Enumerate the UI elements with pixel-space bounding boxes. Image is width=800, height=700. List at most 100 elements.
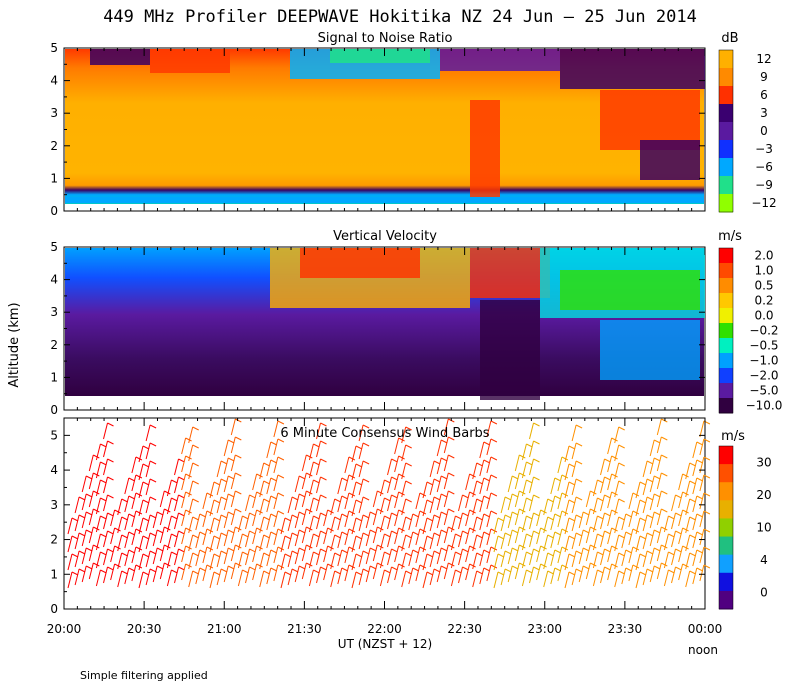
wind-barb-flag <box>185 545 192 550</box>
colorbar-swatch <box>719 86 733 105</box>
wind-barb <box>273 474 279 492</box>
wind-barb <box>216 550 222 568</box>
wind-barb <box>649 493 655 511</box>
wind-barb-flag <box>675 494 682 499</box>
wind-barb-flag <box>554 549 562 554</box>
wind-barb <box>642 550 648 568</box>
wind-barb <box>699 546 705 564</box>
wind-barb <box>564 499 570 517</box>
wind-barb-flag <box>121 552 128 557</box>
y-tick-label: 4 <box>50 74 58 88</box>
wind-barb <box>131 474 137 492</box>
wind-barb-flag <box>178 512 185 517</box>
wind-barb-flag <box>348 474 356 479</box>
wind-barb <box>600 530 605 548</box>
wind-barb-flag <box>561 564 569 569</box>
wind-barb-flag <box>348 528 356 533</box>
wind-barb <box>571 478 577 496</box>
wind-barb <box>529 458 534 476</box>
wind-barb-flag <box>462 512 469 517</box>
colorbar-label: 0 <box>760 586 768 600</box>
vv-region <box>560 270 700 310</box>
wind-barb <box>308 479 314 497</box>
wind-barb <box>436 457 442 475</box>
wind-barb <box>529 494 534 512</box>
wind-barb-flag <box>405 462 412 467</box>
wind-barb-flag <box>653 529 661 534</box>
wind-barb-flag <box>597 569 604 574</box>
snr-colorbar: 12 9 6 3 0 −3 −6 −9 −12 <box>718 49 777 213</box>
wind-barb <box>600 494 605 512</box>
wind-barb-flag <box>313 551 320 556</box>
wind-barb <box>671 494 676 512</box>
wind-barb-flag <box>689 570 696 575</box>
wind-barb <box>259 534 265 552</box>
colorbar-swatch <box>719 68 733 87</box>
wind-barb <box>699 420 705 438</box>
wind-barb-flag <box>668 569 675 574</box>
wind-barb-flag <box>320 566 327 571</box>
wind-barb-flag <box>149 532 157 537</box>
wind-barb <box>500 496 506 514</box>
wind-barb <box>401 426 407 444</box>
wind-barb-flag <box>270 441 278 446</box>
wind-barb-flag <box>639 553 647 558</box>
wind-barb-flag <box>313 461 320 466</box>
wind-barb <box>536 509 542 527</box>
wind-barb <box>685 462 691 480</box>
wind-barb-flag <box>611 491 618 496</box>
wind-barb <box>223 547 229 565</box>
wind-barb <box>287 514 293 532</box>
wind-barb <box>387 458 392 476</box>
wind-barb-flag <box>149 514 157 519</box>
wind-barb-flag <box>568 571 576 576</box>
wind-barb-flag <box>703 456 711 461</box>
wind-barb <box>358 442 364 460</box>
wind-barb-flag <box>220 532 228 537</box>
wind-barb-flag <box>682 491 689 496</box>
wind-barb-flag <box>504 514 512 519</box>
wind-barb <box>592 479 598 497</box>
wind-barb-flag <box>476 534 483 539</box>
wind-barb-flag <box>220 568 228 573</box>
wind-barb <box>472 462 478 480</box>
wind-barb-flag <box>291 568 299 573</box>
wind-barb-flag <box>625 513 633 518</box>
wind-barb <box>188 534 194 552</box>
wind-barb-flag <box>568 553 576 558</box>
wind-barb <box>521 461 527 479</box>
wind-barb-flag <box>192 426 199 431</box>
wind-barb <box>387 548 392 566</box>
wind-barb <box>230 544 236 562</box>
wind-barb-flag <box>320 440 327 445</box>
wind-barb-flag <box>227 439 235 444</box>
colorbar-label: 4 <box>760 553 768 567</box>
wind-barb <box>408 549 414 567</box>
wind-barb-flag <box>582 547 590 552</box>
wind-barb <box>266 477 272 495</box>
y-tick-label: 3 <box>50 305 58 319</box>
wind-barb-flag <box>611 437 618 442</box>
wind-barb <box>195 531 201 549</box>
wind-barb-flag <box>156 565 164 570</box>
wind-barb <box>592 569 598 587</box>
wind-barb-flag <box>107 440 114 445</box>
snr-region <box>330 49 430 63</box>
wind-barb <box>308 515 314 533</box>
wind-barb-flag <box>519 508 526 513</box>
wind-barb <box>443 472 449 490</box>
wind-barb-flag <box>618 480 625 485</box>
y-axis-label: Altitude (km) <box>7 302 22 387</box>
wind-barb <box>521 551 527 569</box>
wind-barb <box>564 553 570 571</box>
wind-barb-flag <box>490 474 498 479</box>
wind-barb-flag <box>107 476 114 481</box>
wind-barb <box>607 563 613 581</box>
wind-barb-flag <box>142 517 150 522</box>
wind-barb-flag <box>206 492 214 497</box>
wind-barb-flag <box>249 512 256 517</box>
colorbar-label: 0.2 <box>754 294 773 308</box>
wind-barb-flag <box>703 510 711 515</box>
wind-barb <box>95 515 101 533</box>
wind-barb-flag <box>398 527 405 532</box>
